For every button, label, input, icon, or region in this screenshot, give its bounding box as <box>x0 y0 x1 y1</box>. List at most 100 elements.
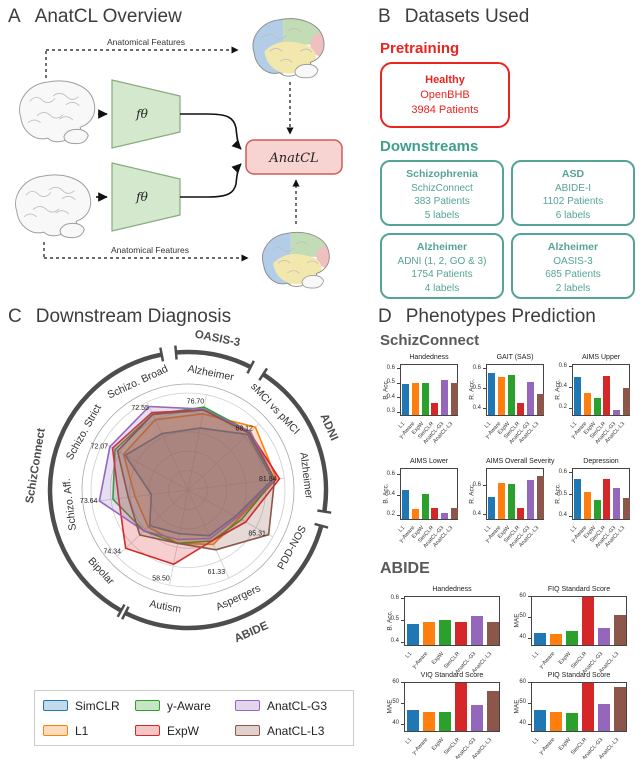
radar-axis-max-label: 73.64 <box>80 498 98 505</box>
bar-L1 <box>407 624 419 645</box>
legend-swatch <box>235 700 260 711</box>
bar-L1 <box>407 710 419 731</box>
panel-a-header: A AnatCL Overview <box>8 6 182 28</box>
bar-L1 <box>534 633 546 645</box>
panel-b-header: B Datasets Used <box>378 6 529 28</box>
downstream-box-2-dataset: ADNI (1, 2, GO & 3) <box>397 255 487 267</box>
legend-label: y-Aware <box>167 698 211 713</box>
radar-axis-max-label: 68.12 <box>235 425 253 432</box>
radar-axis-max-label: 61.33 <box>208 569 226 576</box>
y-tick-label: 0.6 <box>472 481 481 488</box>
legend-item-y-Aware: y-Aware <box>135 699 235 713</box>
bar-chart-AIMS Upper: AIMS Upper R. Acc. 0.2 0.4 0.6 L1 y-Aware ExpW S… <box>550 354 636 450</box>
downstream-box-0-patients: 383 Patients <box>414 196 470 207</box>
abide-charts-row2: VIQ Standard Score MAE 40 50 60 L1 y-Aware ExpW… <box>380 672 634 759</box>
radar-axis-max-label: 76.70 <box>187 398 205 405</box>
chart-title: AIMS Overall Severity <box>486 458 555 465</box>
plot-area <box>404 682 500 732</box>
bar-chart-VIQ Standard Score: VIQ Standard Score MAE 40 50 60 L1 y-Aware ExpW… <box>380 672 507 759</box>
radar-spoke <box>116 489 189 557</box>
y-tick-mark <box>401 702 404 704</box>
radar-group-arc-OASIS-3 <box>175 349 252 370</box>
radar-axis-max-label: 58.50 <box>152 576 170 583</box>
anatcl-box <box>245 139 343 175</box>
radar-spoke <box>187 477 285 491</box>
pretraining-heading: Pretraining <box>380 40 460 57</box>
bar-SimCLR <box>517 403 525 415</box>
y-tick-label: 0.4 <box>558 512 567 519</box>
radar-arc-cap <box>116 603 126 618</box>
pretraining-dataset-box: Healthy OpenBHB 3984 Patients <box>380 62 510 128</box>
y-tick-label: 0.4 <box>386 491 395 497</box>
bar-y-Aware <box>583 393 592 415</box>
bar-AnatCL-L3 <box>487 622 499 645</box>
downstream-box-2: Alzheimer ADNI (1, 2, GO & 3) 1754 Patient… <box>380 233 504 299</box>
radar-group-label-SchizConnect: SchizConnect <box>24 427 48 504</box>
y-tick-mark <box>528 682 531 683</box>
y-tick-label: 0.4 <box>386 393 395 400</box>
arrow-encoder1-anatcl <box>180 113 242 150</box>
legend-label: SimCLR <box>75 698 120 713</box>
radar-series-ExpW <box>111 409 281 566</box>
legend-item-AnatCL-G3: AnatCL-G3 <box>235 699 345 713</box>
bar-chart-Depression: Depression R. Acc. 0.4 0.5 0.6 L1 y-Aware ExpW S… <box>550 458 636 554</box>
chart-title: AIMS Upper <box>581 354 621 361</box>
bar-L1 <box>574 377 582 415</box>
bar-SimCLR <box>517 507 525 519</box>
radar-grid-ring <box>90 392 286 588</box>
radar-arc-cap <box>121 606 130 620</box>
panel-a-title: AnatCL Overview <box>34 6 182 27</box>
y-tick-label: 0.6 <box>386 364 395 371</box>
downstream-box-3-labels: 2 labels <box>555 282 591 294</box>
bar-AnatCL-L3 <box>450 383 458 415</box>
radar-arc-cap <box>258 367 269 381</box>
radar-spoke <box>91 489 189 503</box>
downstream-diagnosis-radar-chart: 76.70 68.12 81.84 85.31 61.33 58.50 74.34 73.64… <box>24 329 340 646</box>
downstream-box-2-title: Alzheimer <box>416 241 468 253</box>
y-tick-label: 40 <box>519 720 526 727</box>
y-tick-label: 40 <box>392 720 399 727</box>
plot-area <box>486 468 544 520</box>
downstream-box-0-title: Schizophrenia <box>406 168 478 180</box>
bar-y-Aware <box>423 622 435 645</box>
downstream-box-1-title: ASD <box>561 168 585 180</box>
bar-ExpW <box>507 484 515 519</box>
panel-d-header: D Phenotypes Prediction <box>378 306 596 328</box>
y-tick-mark <box>397 514 400 516</box>
y-tick-mark <box>528 702 531 704</box>
chart-title: Handedness <box>409 354 449 361</box>
bar-AnatCL-G3 <box>440 380 449 415</box>
y-tick-mark <box>569 366 572 368</box>
bar-ExpW <box>439 619 451 645</box>
plot-area <box>531 596 627 646</box>
anatomical-features-bottom-label: Anatomical Features <box>111 245 189 255</box>
y-tick-label: 0.4 <box>390 638 399 645</box>
radar-category-label: Alzheimer <box>187 363 236 384</box>
y-tick-mark <box>401 619 404 621</box>
chart-title: AIMS Lower <box>409 458 449 465</box>
radar-axis-max-label: 85.31 <box>248 531 266 538</box>
y-tick-mark <box>483 388 486 389</box>
bar-chart-Handedness: Handedness B. Acc. 0.4 0.5 0.6 L1 y-Aware ExpW S… <box>380 586 507 676</box>
bar-AnatCL-G3 <box>598 628 610 645</box>
radar-arc-cap <box>314 522 329 529</box>
y-tick-label: 60 <box>519 592 526 599</box>
pretraining-box-patients: 3984 Patients <box>411 104 479 116</box>
plot-area <box>486 364 544 416</box>
panel-c-header: C Downstream Diagnosis <box>8 306 231 328</box>
radar-category-label: Alzheimer <box>297 452 315 500</box>
legend-swatch <box>135 725 160 736</box>
bar-AnatCL-G3 <box>471 705 483 731</box>
legend-swatch <box>43 725 68 736</box>
bar-AnatCL-L3 <box>614 687 626 731</box>
radar-spoke <box>187 489 230 579</box>
downstream-box-0-dataset: SchizConnect <box>411 182 473 194</box>
bar-AnatCL-L3 <box>614 615 626 645</box>
downstream-box-1-labels: 6 labels <box>555 209 591 221</box>
radar-legend: SimCLR y-Aware AnatCL-G3 L1 ExpW AnatCL-L3 <box>34 690 354 746</box>
bar-ExpW <box>507 374 515 415</box>
encoder-bottom-label: fθ <box>135 190 148 204</box>
bar-AnatCL-L3 <box>536 393 544 415</box>
bar-AnatCL-G3 <box>526 480 535 519</box>
bar-L1 <box>402 384 410 415</box>
